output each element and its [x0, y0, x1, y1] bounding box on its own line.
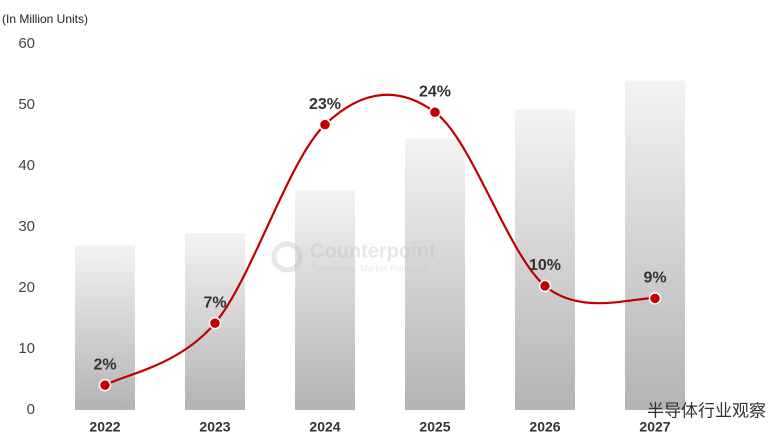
y-tick-label: 60: [18, 35, 35, 52]
y-tick-label: 20: [18, 279, 35, 296]
line-point: [428, 105, 442, 119]
x-tick-label: 2024: [309, 419, 340, 435]
line-point: [538, 279, 552, 293]
x-tick-label: 2025: [419, 419, 450, 435]
watermark: Counterpoint Technology Market Research: [271, 240, 436, 273]
bar: [625, 80, 685, 410]
x-tick-label: 2026: [529, 419, 560, 435]
x-tick-label: 2027: [639, 419, 670, 435]
data-label: 7%: [203, 294, 226, 311]
data-label: 2%: [93, 356, 116, 373]
line-point: [648, 292, 662, 305]
bar: [405, 138, 465, 411]
watermark-logo: [271, 241, 303, 273]
x-tick-label: 2023: [199, 419, 230, 435]
data-label: 10%: [529, 257, 561, 274]
y-tick-label: 40: [18, 157, 35, 174]
y-axis-label: (In Million Units): [2, 12, 88, 26]
y-tick-label: 50: [18, 96, 35, 113]
watermark-subtitle: Technology Market Research: [312, 263, 429, 273]
line-point: [318, 118, 332, 131]
y-tick-label: 0: [27, 401, 35, 418]
line-point: [208, 316, 222, 330]
line-point: [98, 378, 112, 392]
data-label: 24%: [419, 83, 451, 100]
bar: [295, 190, 355, 410]
y-tick-label: 30: [18, 218, 35, 235]
data-label: 23%: [309, 96, 341, 113]
watermark-title: Counterpoint: [310, 240, 436, 262]
data-label: 9%: [643, 270, 666, 287]
y-tick-label: 10: [18, 340, 35, 357]
x-tick-label: 2022: [89, 419, 120, 435]
source-tag: 半导体行业观察: [647, 401, 766, 420]
